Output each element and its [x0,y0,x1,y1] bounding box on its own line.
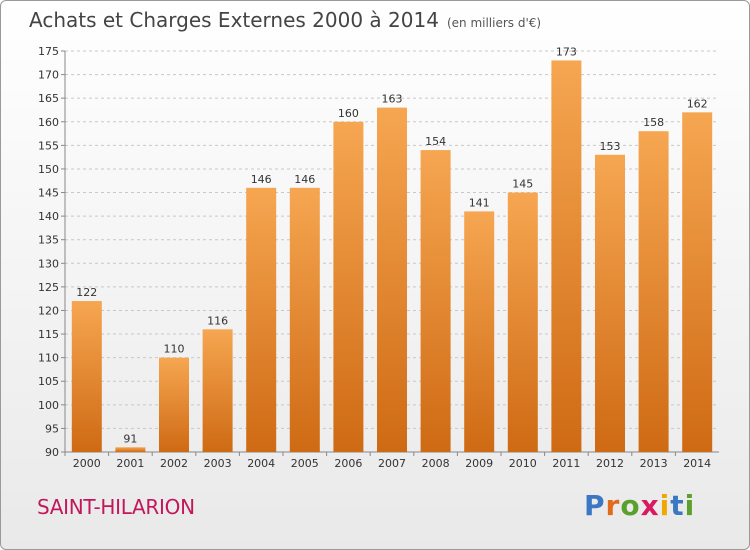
value-label-2012: 153 [600,140,621,153]
x-tick-label-2013: 2013 [640,457,668,470]
y-tick-label: 170 [38,69,59,82]
y-tick-label: 100 [38,399,59,412]
y-tick-label: 125 [38,281,59,294]
location-label: SAINT-HILARION [37,495,195,519]
x-tick-label-2009: 2009 [465,457,493,470]
bar-2012 [595,154,625,452]
y-tick-label: 115 [38,328,59,341]
bar-2001 [115,447,146,452]
logo-letter: i [659,489,671,522]
chart-subtitle: (en milliers d'€) [446,16,542,30]
y-tick-label: 90 [45,446,59,459]
bar-2007 [377,107,407,453]
chart-title: Achats et Charges Externes 2000 à 2014 (e… [29,8,541,32]
proxiti-logo: Proxiti [584,489,695,522]
value-label-2006: 160 [338,107,359,120]
value-label-2005: 146 [294,173,315,186]
value-label-2003: 116 [207,314,228,327]
logo-letter: o [620,489,641,522]
value-label-2002: 110 [164,343,185,356]
bar-2005 [289,187,320,452]
value-label-2009: 141 [469,196,490,209]
value-label-2014: 162 [687,97,708,110]
y-tick-label: 135 [38,234,59,247]
chart-title-text: Achats et Charges Externes 2000 à 2014 [29,8,439,32]
y-tick-label: 105 [38,375,59,388]
y-tick-label: 140 [38,210,59,223]
x-tick-label-2001: 2001 [116,457,144,470]
logo-letter: P [584,489,606,522]
bar-2002 [159,357,189,452]
bar-2009 [464,211,495,452]
x-tick-label-2008: 2008 [422,457,450,470]
value-label-2001: 91 [123,432,137,445]
bar-2004 [246,187,277,452]
bar-2006 [333,121,364,452]
y-tick-label: 120 [38,304,59,317]
bar-2013 [638,131,669,452]
x-tick-label-2010: 2010 [509,457,537,470]
x-tick-label-2004: 2004 [247,457,275,470]
y-tick-label: 175 [38,45,59,58]
bar-2011 [551,60,582,452]
y-tick-label: 150 [38,163,59,176]
value-label-2007: 163 [382,93,403,106]
x-tick-label-2012: 2012 [596,457,624,470]
logo-letter: r [605,489,621,522]
x-tick-label-2011: 2011 [552,457,580,470]
value-label-2011: 173 [556,45,577,58]
bar-2008 [420,150,451,452]
y-tick-label: 165 [38,92,59,105]
x-tick-label-2007: 2007 [378,457,406,470]
y-tick-label: 160 [38,116,59,129]
x-tick-label-2002: 2002 [160,457,188,470]
x-tick-label-2000: 2000 [73,457,101,470]
logo-letter: t [670,489,685,522]
logo-letter: x [640,489,660,522]
bar-2000 [71,301,102,452]
y-tick-label: 110 [38,352,59,365]
value-label-2010: 145 [512,178,533,191]
y-tick-label: 130 [38,257,59,270]
y-tick-label: 145 [38,187,59,200]
value-label-2000: 122 [76,286,97,299]
y-tick-label: 155 [38,139,59,152]
bar-2010 [507,192,538,452]
x-tick-label-2014: 2014 [683,457,711,470]
y-tick-label: 95 [45,422,59,435]
value-label-2004: 146 [251,173,272,186]
bar-2014 [682,112,713,453]
x-tick-label-2003: 2003 [204,457,232,470]
x-tick-label-2006: 2006 [334,457,362,470]
bar-2003 [202,329,233,452]
value-label-2013: 158 [643,116,664,129]
value-label-2008: 154 [425,135,446,148]
logo-letter: i [684,489,696,522]
x-tick-label-2005: 2005 [291,457,319,470]
